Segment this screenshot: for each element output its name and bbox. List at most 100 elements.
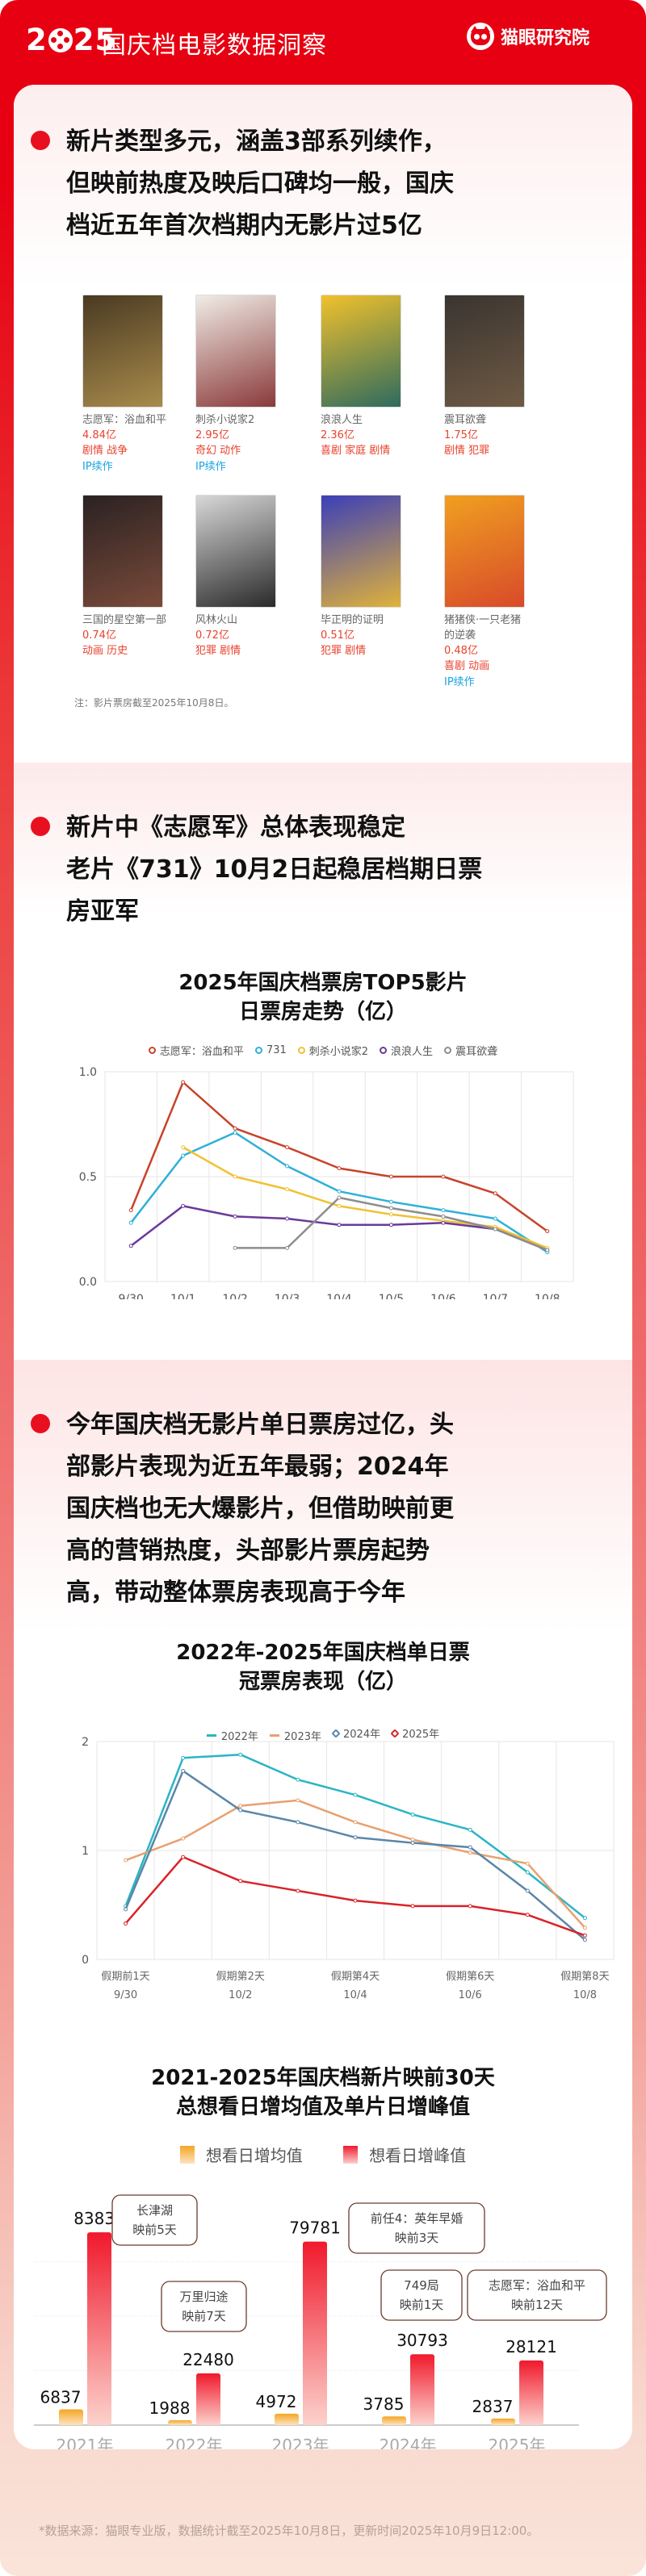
heading-line: 但映前热度及映后口碑均一般，国庆 [66, 169, 454, 198]
film-genre: 奇幻 动作 [195, 445, 241, 457]
heading-line: 老片《731》10月2日起稳居档期日票 [66, 855, 483, 884]
svg-text:9/30: 9/30 [118, 1293, 143, 1299]
film-box-office: 1.75亿 [444, 429, 478, 441]
film-poster[interactable] [321, 295, 401, 408]
film-poster[interactable] [195, 495, 276, 608]
legend-item[interactable]: 刺杀小说家2 [297, 1043, 369, 1058]
svg-text:10/5: 10/5 [379, 1293, 404, 1299]
legend-item[interactable]: 731 [254, 1044, 287, 1056]
film-poster[interactable] [321, 495, 401, 608]
film-name: 风林火山 [195, 614, 238, 626]
legend-label: 志愿军：浴血和平 [159, 1046, 244, 1058]
film-name: 震耳欲聋 [444, 414, 487, 426]
chart-title-line: 2022年-2025年国庆档单日票 [176, 1641, 470, 1665]
legend-item[interactable]: 2022年 [206, 1728, 258, 1743]
legend-item[interactable]: 2024年 [331, 1725, 381, 1741]
film-poster[interactable] [444, 295, 525, 408]
chart3-title: 2021-2025年国庆档新片映前30天 总想看日增均值及单片日增峰值 [14, 2064, 632, 2122]
film-poster[interactable] [82, 295, 163, 408]
film-card[interactable]: 猪猪侠·一只老猪的逆袭 0.48亿 喜剧 动画 IP续作 [444, 495, 557, 691]
film-genre: 喜剧 家庭 剧情 [321, 445, 391, 457]
svg-text:2024年: 2024年 [380, 2436, 437, 2449]
svg-text:10/2: 10/2 [229, 1989, 252, 2001]
svg-text:10/8: 10/8 [535, 1293, 560, 1299]
film-ip-tag: IP续作 [444, 676, 475, 688]
svg-text:10/4: 10/4 [343, 1989, 367, 2001]
legend-label: 震耳欲聋 [455, 1046, 498, 1058]
section-2 [14, 763, 632, 1311]
svg-text:79781: 79781 [289, 2218, 341, 2238]
section-1 [14, 85, 632, 763]
film-box-office: 4.84亿 [82, 429, 116, 441]
svg-text:假期第6天: 假期第6天 [446, 1971, 494, 1983]
legend-label: 2023年 [283, 1730, 321, 1743]
film-name: 毕正明的证明 [321, 614, 384, 626]
bullet-dot-icon [31, 1414, 50, 1433]
section-1-heading: 新片类型多元，涵盖3部系列续作， 但映前热度及映后口碑均一般，国庆 档近五年首次… [31, 121, 583, 247]
legend-swatch [343, 2145, 359, 2164]
legend-marker-icon [254, 1047, 262, 1054]
svg-text:10/7: 10/7 [483, 1293, 508, 1299]
film-ip-tag: IP续作 [195, 461, 226, 473]
film-card[interactable]: 震耳欲聋 1.75亿 剧情 犯罪 [444, 295, 557, 459]
cat-logo-icon [467, 23, 494, 50]
svg-text:假期第4天: 假期第4天 [331, 1971, 380, 1983]
legend-item[interactable]: 浪浪人生 [380, 1043, 433, 1058]
svg-text:映前1天: 映前1天 [400, 2298, 444, 2312]
svg-text:10/6: 10/6 [459, 1989, 482, 2001]
header-year: 2 25 [26, 23, 116, 57]
svg-text:2022年: 2022年 [166, 2436, 223, 2449]
svg-text:假期第8天: 假期第8天 [560, 1971, 609, 1983]
svg-text:映前7天: 映前7天 [182, 2309, 226, 2323]
heading-line: 新片类型多元，涵盖3部系列续作， [66, 128, 447, 156]
legend-swatch [179, 2145, 195, 2164]
legend-item[interactable]: 2023年 [269, 1728, 321, 1743]
legend-marker-icon [148, 1047, 156, 1054]
brand-logo: 猫眼研究院 [467, 23, 589, 50]
film-name: 三国的星空第一部 [82, 614, 167, 626]
data-source-footer: *数据来源：猫眼专业版，数据统计截至2025年10月8日，更新时间2025年10… [39, 2524, 539, 2538]
film-name: 猪猪侠·一只老猪的逆袭 [444, 614, 522, 642]
svg-text:28121: 28121 [505, 2337, 557, 2356]
svg-text:9/30: 9/30 [114, 1989, 137, 2001]
film-poster[interactable] [82, 495, 163, 608]
svg-text:10/4: 10/4 [326, 1293, 352, 1299]
svg-text:1.0: 1.0 [79, 1066, 97, 1079]
film-card[interactable]: 三国的星空第一部 0.74亿 动画 历史 [82, 495, 195, 659]
brand-name: 猫眼研究院 [501, 28, 590, 48]
heading-line: 今年国庆档无影片单日票房过亿，头 [66, 1411, 454, 1439]
svg-text:10/8: 10/8 [573, 1989, 597, 2001]
svg-text:3785: 3785 [363, 2394, 405, 2414]
film-card[interactable]: 毕正明的证明 0.51亿 犯罪 剧情 [321, 495, 434, 659]
chart2-title: 2022年-2025年国庆档单日票 冠票房表现（亿） [14, 1638, 632, 1696]
box-office-note: 注：影片票房截至2025年10月8日。 [74, 697, 234, 709]
chart-title-line: 总想看日增均值及单片日增峰值 [175, 2095, 470, 2119]
chart-title-line: 日票房走势（亿） [238, 1000, 407, 1024]
svg-text:假期第2天: 假期第2天 [216, 1971, 265, 1983]
legend-label: 2024年 [343, 1729, 381, 1741]
film-poster[interactable] [195, 295, 276, 408]
legend-label: 想看日增均值 [205, 2146, 303, 2165]
chart3-legend: 想看日增均值 想看日增峰值 [14, 2143, 632, 2168]
legend-item[interactable]: 2025年 [390, 1725, 439, 1741]
film-card[interactable]: 风林火山 0.72亿 犯罪 剧情 [195, 495, 308, 659]
film-box-office: 0.74亿 [82, 629, 116, 642]
svg-text:10/3: 10/3 [275, 1293, 300, 1299]
chart2-legend: 2022年 2023年 2024年 2025年 [14, 1725, 632, 1743]
legend-item[interactable]: 震耳欲聋 [444, 1043, 497, 1058]
legend-item[interactable]: 志愿军：浴血和平 [148, 1043, 244, 1058]
film-card[interactable]: 刺杀小说家2 2.95亿 奇幻 动作 IP续作 [195, 295, 308, 475]
film-box-office: 2.36亿 [321, 429, 354, 441]
svg-text:6837: 6837 [40, 2388, 82, 2407]
legend-label: 2022年 [220, 1730, 258, 1743]
film-genre: 犯罪 剧情 [321, 645, 367, 657]
film-poster[interactable] [444, 495, 525, 608]
film-name: 浪浪人生 [321, 414, 363, 426]
film-card[interactable]: 志愿军：浴血和平 4.84亿 剧情 战争 IP续作 [82, 295, 195, 475]
heading-line: 部影片表现为近五年最弱；2024年 [66, 1453, 449, 1481]
svg-text:2: 2 [82, 1736, 89, 1749]
film-card[interactable]: 浪浪人生 2.36亿喜剧 家庭 剧情 [321, 295, 434, 459]
legend-label: 刺杀小说家2 [308, 1046, 369, 1058]
svg-text:志愿军：浴血和平: 志愿军：浴血和平 [489, 2278, 585, 2293]
film-reel-icon [48, 27, 73, 52]
